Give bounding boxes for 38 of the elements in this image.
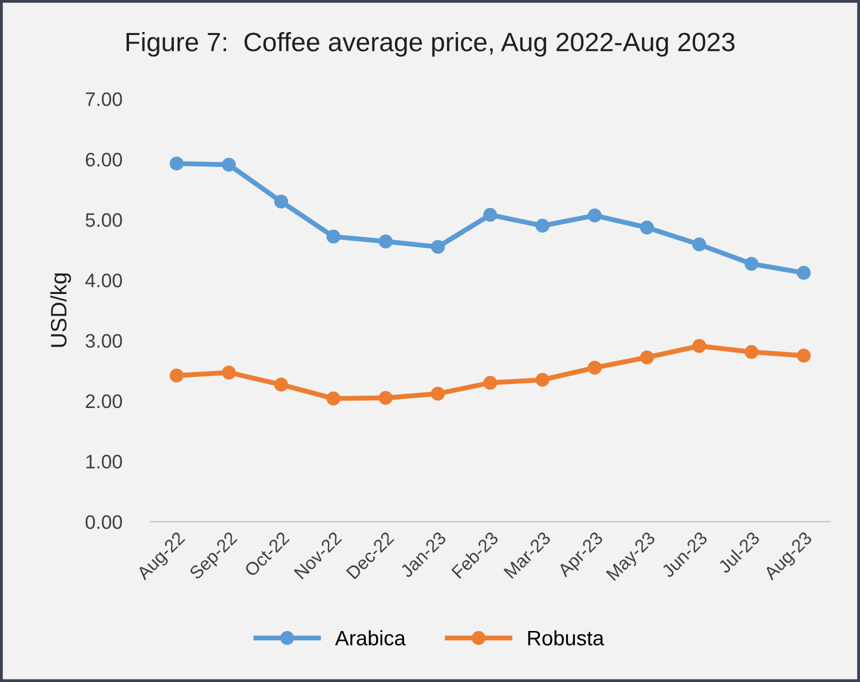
point: [222, 158, 236, 172]
y-tick-label: 7.00: [86, 92, 122, 106]
point: [430, 386, 445, 401]
point: [170, 156, 184, 170]
y-tick-label: 6.00: [86, 152, 122, 167]
y-tick-label: 0.00: [86, 515, 122, 529]
point: [588, 360, 602, 375]
legend-label: Robusta: [528, 630, 604, 646]
point: [640, 350, 654, 364]
legend-label: Arabica: [335, 630, 406, 646]
point: [170, 368, 184, 382]
point: [378, 234, 393, 248]
point: [796, 348, 811, 363]
point: [274, 194, 288, 209]
point: [692, 238, 706, 252]
chart-title: Figure 7: Coffee average price, Aug 2022-Aug 2023: [126, 32, 735, 57]
point: [326, 230, 340, 244]
y-tick-label: 2.00: [86, 394, 122, 408]
y-tick-label: 3.00: [86, 334, 122, 348]
point: [378, 390, 393, 405]
point: [536, 218, 550, 233]
point: [483, 208, 498, 222]
y-tick-label: 5.00: [86, 213, 122, 227]
point: [483, 376, 498, 390]
point: [640, 220, 654, 234]
point: [274, 378, 288, 392]
point: [796, 266, 811, 280]
point: [430, 240, 445, 254]
y-tick-label: 1.00: [86, 454, 122, 469]
point: [326, 392, 340, 406]
point: [536, 372, 550, 387]
y-axis-title: USD/kg: [50, 273, 71, 347]
point: [744, 345, 758, 359]
y-tick-label: 4.00: [85, 274, 122, 288]
point: [744, 256, 758, 271]
point: [692, 339, 706, 353]
point: [222, 366, 236, 380]
point: [588, 208, 602, 222]
